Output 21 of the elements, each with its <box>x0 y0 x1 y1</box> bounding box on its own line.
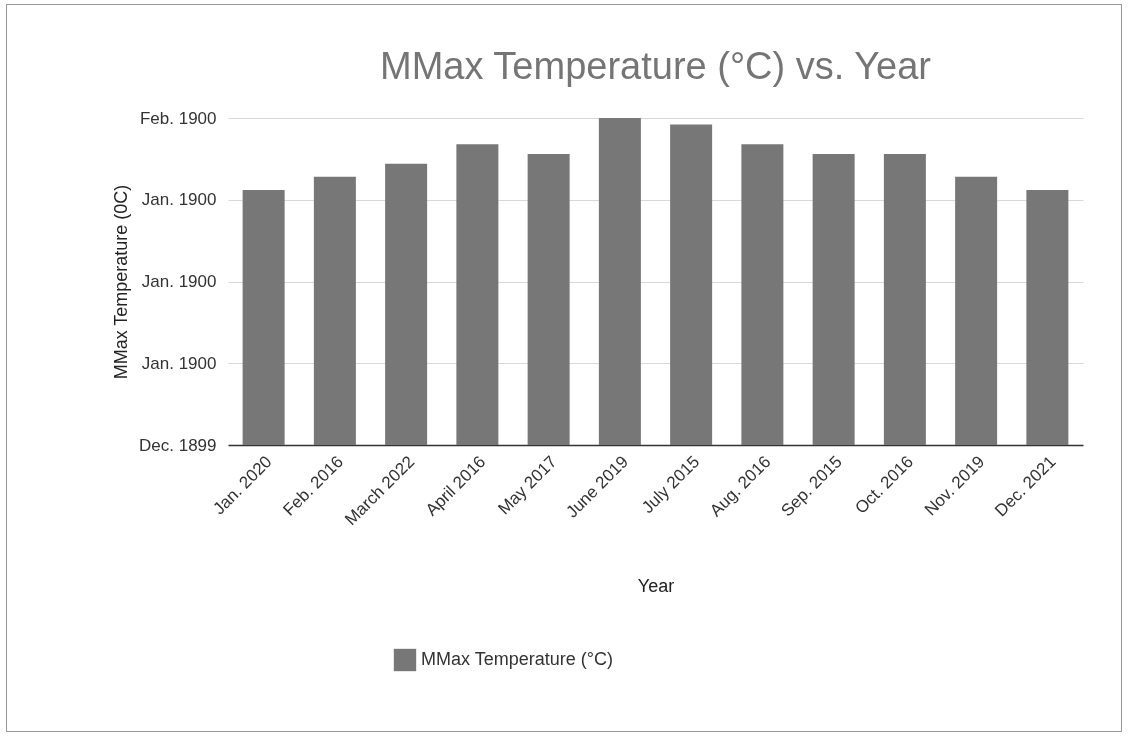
text: Jan. 1900 <box>141 353 217 373</box>
bar <box>598 118 641 445</box>
bar <box>741 144 784 445</box>
bar <box>1026 189 1069 445</box>
bar <box>313 176 356 445</box>
legend-label: MMax Temperature (°C) <box>421 649 613 669</box>
text: Jan. 1900 <box>141 272 217 291</box>
text: Jan. 1900 <box>141 190 217 210</box>
bar <box>812 153 855 445</box>
text: Dec. 1899 <box>139 435 217 455</box>
bar <box>527 153 570 445</box>
x-axis-title: Year <box>637 576 675 597</box>
bar <box>670 124 713 445</box>
bar <box>955 176 998 445</box>
y-axis-title: MMax Temperature (0C) <box>111 184 131 380</box>
bar <box>883 153 926 445</box>
bar <box>385 163 428 445</box>
chart-title: MMax Temperature (°C) vs. Year <box>380 45 932 87</box>
text: Feb. 1900 <box>139 108 217 128</box>
bar <box>456 144 499 445</box>
bar <box>242 189 285 445</box>
